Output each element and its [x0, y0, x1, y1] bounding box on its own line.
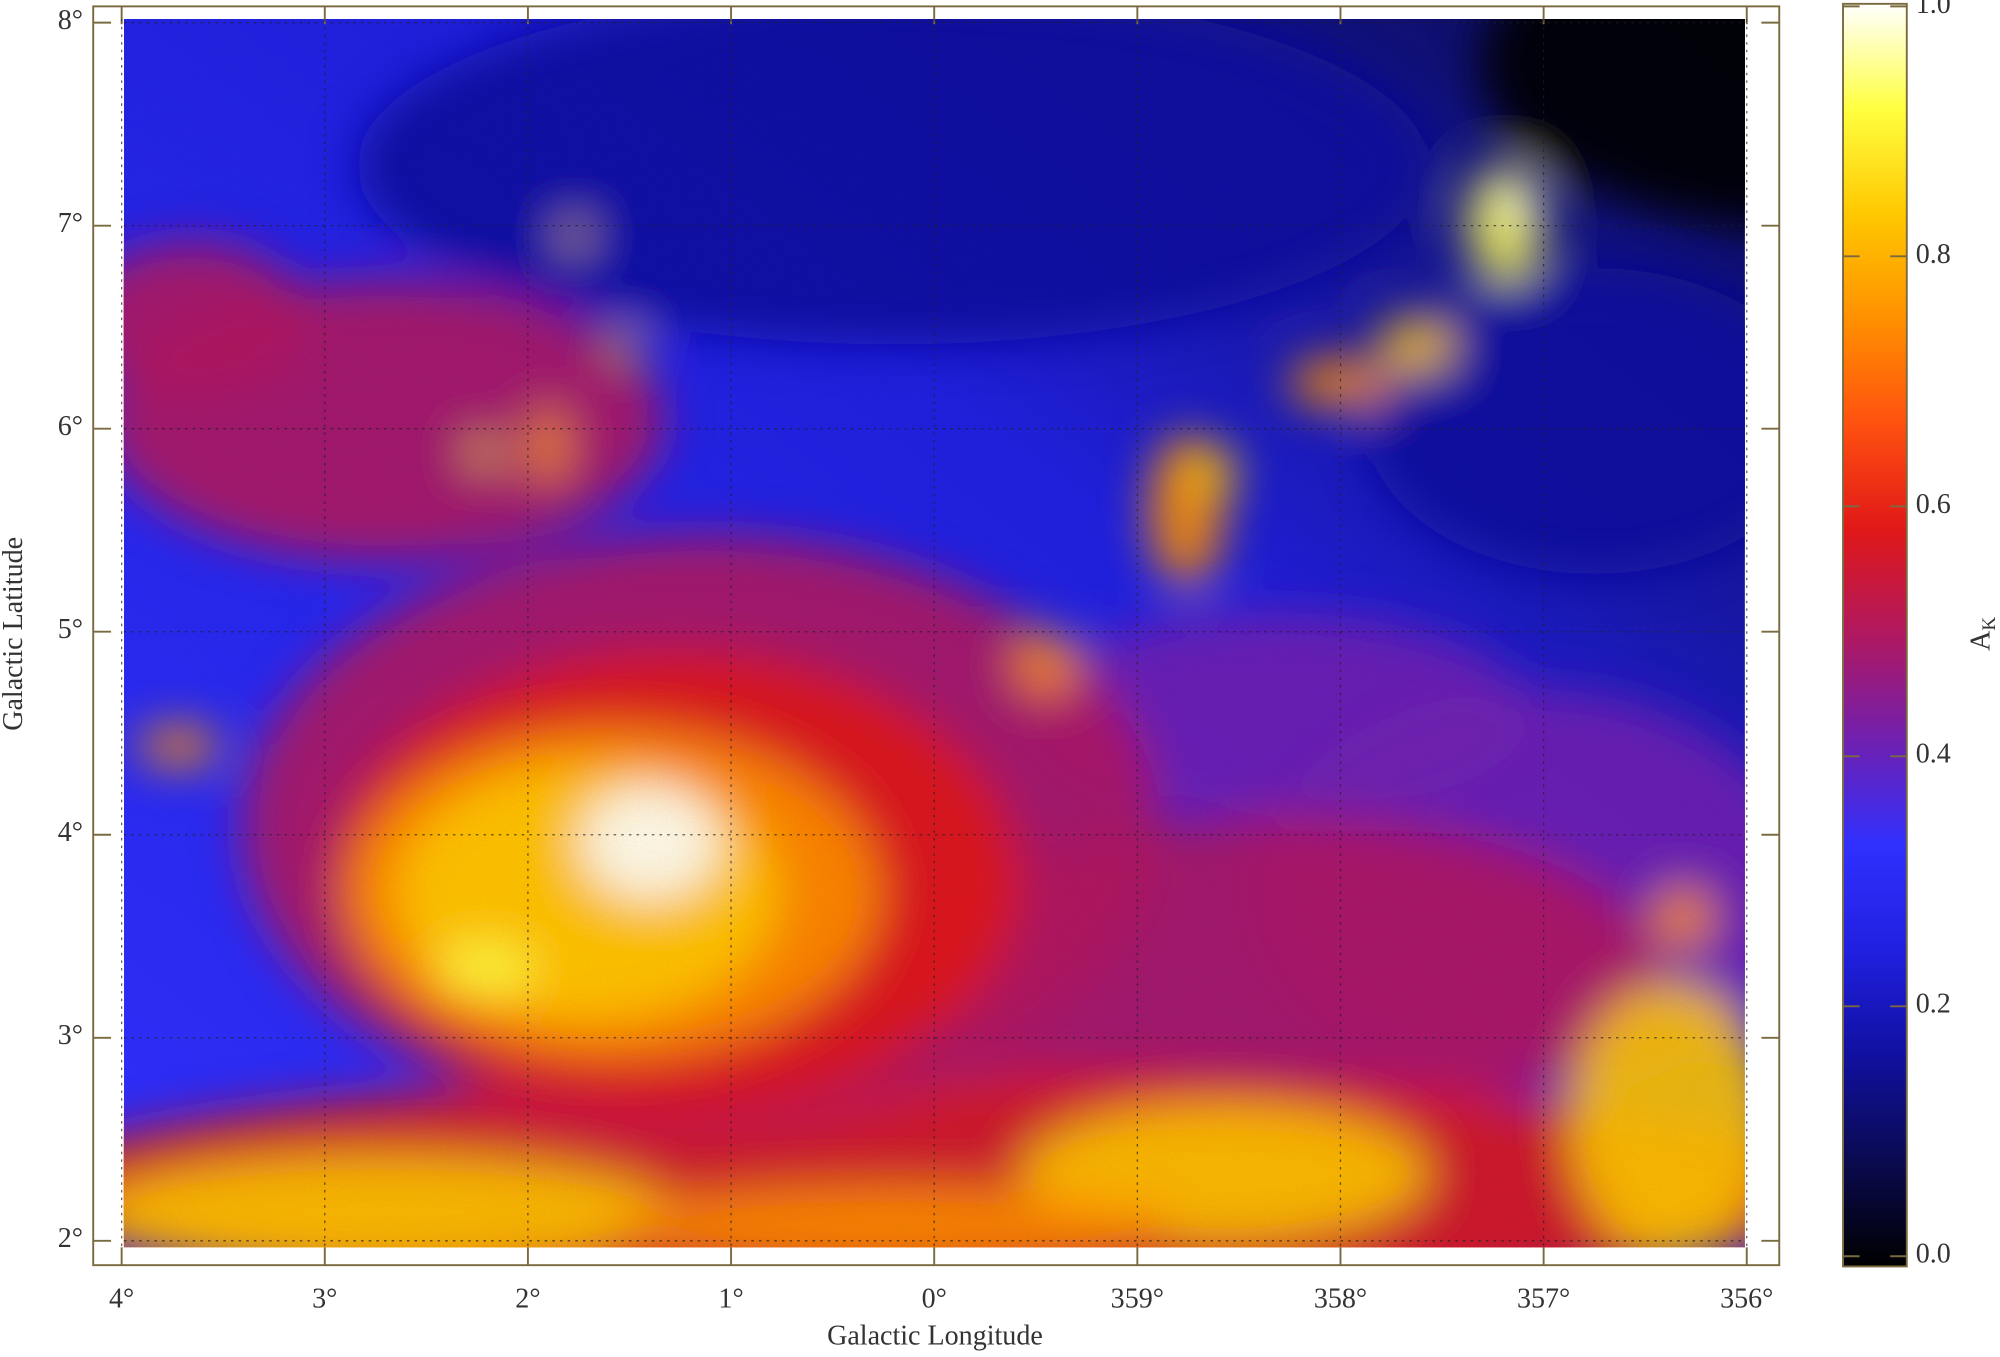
y-tick-label: 3° [58, 1020, 83, 1051]
colorbar-tick-label: 0.0 [1916, 1239, 1951, 1270]
colorbar-label: AK [1966, 617, 2000, 651]
extinction-map [123, 19, 1745, 1248]
x-tick-label: 0° [922, 1283, 947, 1314]
x-tick-label: 356° [1720, 1283, 1773, 1314]
y-tick-label: 7° [58, 208, 83, 239]
colorbar-tick-label: 0.2 [1916, 989, 1951, 1020]
y-tick-label: 6° [58, 411, 83, 442]
x-tick-label: 358° [1314, 1283, 1367, 1314]
colorbar-label-subscript: K [1979, 617, 2000, 631]
x-tick-label: 2° [515, 1283, 540, 1314]
x-tick-label: 4° [109, 1283, 134, 1314]
x-tick-label: 3° [312, 1283, 337, 1314]
colorbar-tick-label: 0.6 [1916, 489, 1951, 520]
y-axis-label: Galactic Latitude [0, 537, 29, 731]
x-axis-label: Galactic Longitude [827, 1320, 1043, 1351]
y-tick-label: 8° [58, 5, 83, 36]
colorbar-tick-label: 0.4 [1916, 739, 1951, 770]
y-tick-label: 2° [58, 1223, 83, 1254]
y-tick-label: 4° [58, 817, 83, 848]
x-tick-label: 1° [718, 1283, 743, 1314]
x-tick-label: 357° [1517, 1283, 1570, 1314]
axes-frame [92, 5, 1781, 1267]
y-tick-label: 5° [58, 614, 83, 645]
colorbar-tick-label: 0.8 [1916, 239, 1951, 270]
colorbar-label-main: A [1966, 630, 1997, 651]
x-tick-label: 359° [1111, 1283, 1164, 1314]
colorbar-tick-label: 1.0 [1916, 0, 1951, 20]
colorbar [1842, 2, 1908, 1268]
